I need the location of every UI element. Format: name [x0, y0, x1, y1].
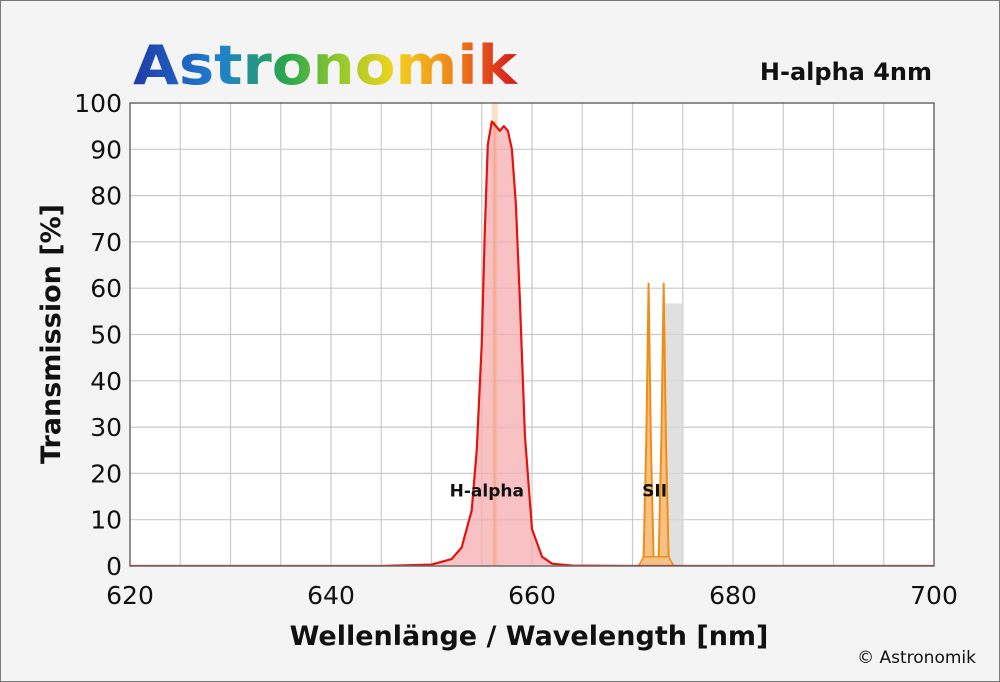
x-tick-label: 700	[910, 581, 958, 610]
x-tick-labels: 620 640 660 680 700	[106, 581, 958, 610]
x-tick-label: 680	[709, 581, 757, 610]
x-tick-label: 640	[307, 581, 355, 610]
y-tick-labels: 0 10 20 30 40 50 60 70 80 90 100	[74, 89, 122, 581]
transmission-curves	[130, 120, 934, 566]
y-tick-label: 90	[90, 135, 122, 164]
y-tick-label: 10	[90, 506, 122, 535]
x-tick-label: 660	[508, 581, 556, 610]
plot-border	[129, 102, 935, 567]
y-tick-label: 20	[90, 459, 122, 488]
emission-line-base	[637, 555, 675, 566]
y-tick-label: 80	[90, 182, 122, 211]
annotation-label: H-alpha	[450, 482, 524, 502]
y-tick-label: 100	[74, 89, 122, 118]
y-tick-label: 70	[90, 228, 122, 257]
y-tick-label: 50	[90, 321, 122, 350]
band-shadow	[664, 303, 683, 566]
y-tick-label: 0	[106, 552, 122, 581]
x-tick-label: 620	[106, 581, 154, 610]
y-tick-label: 40	[90, 367, 122, 396]
annotations: H-alpha SII	[450, 482, 667, 502]
series-line	[130, 120, 934, 566]
annotation-label: SII	[642, 482, 667, 502]
chart-title: H-alpha 4nm	[760, 58, 932, 86]
y-tick-label: 30	[90, 413, 122, 442]
y-axis-label: Transmission [%]	[36, 204, 67, 464]
y-tick-label: 60	[90, 274, 122, 303]
copyright-text: © Astronomik	[857, 648, 976, 668]
x-axis-label: Wellenlänge / Wavelength [nm]	[290, 621, 769, 652]
brand-logo: Astronomik	[133, 34, 518, 97]
